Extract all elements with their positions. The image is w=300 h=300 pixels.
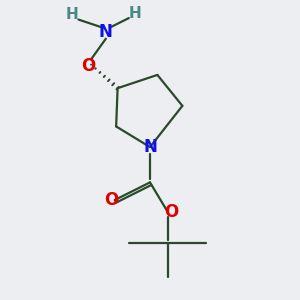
Text: N: N	[99, 23, 113, 41]
Text: O: O	[104, 191, 118, 209]
Text: H: H	[128, 6, 141, 21]
Text: N: N	[143, 138, 157, 156]
Text: O: O	[164, 203, 178, 221]
Text: O: O	[81, 57, 95, 75]
Text: H: H	[66, 7, 78, 22]
